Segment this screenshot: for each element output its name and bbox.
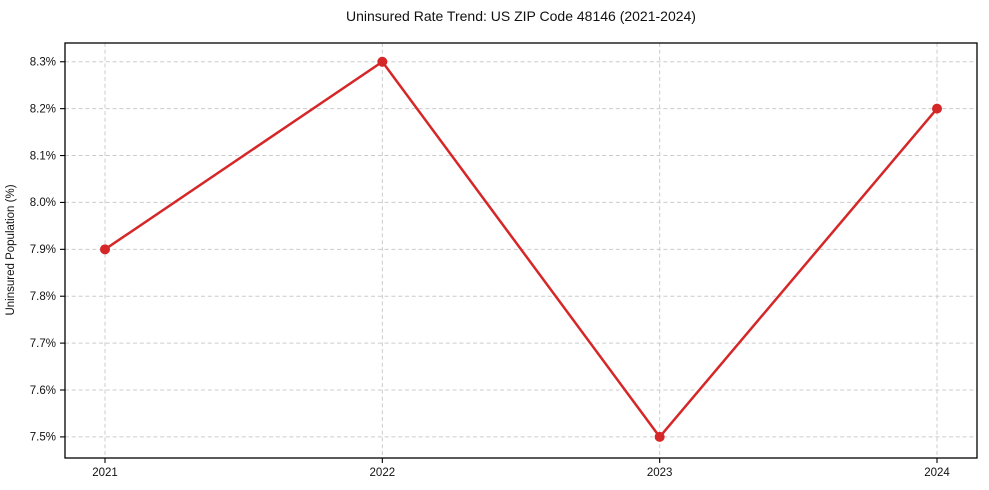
y-tick-label: 7.9% <box>30 244 56 256</box>
data-point <box>377 56 388 67</box>
x-tick-label: 2024 <box>924 467 950 479</box>
y-tick-label: 8.2% <box>30 103 56 115</box>
y-axis-label: Uninsured Population (%) <box>5 184 17 315</box>
trend-line <box>103 60 939 439</box>
x-tick-label: 2023 <box>647 467 673 479</box>
y-tick-label: 8.0% <box>30 197 56 209</box>
data-point <box>932 103 942 114</box>
tick-labels-layer: 7.5% 7.6% 7.7% 7.8% 7.9% 8.0% 8.1% 8.2% 8.3% 2021… <box>30 57 951 479</box>
plot-area <box>64 42 978 459</box>
x-tick-label: 2021 <box>92 467 118 479</box>
y-tick-label: 7.6% <box>30 385 56 397</box>
data-point <box>654 431 665 442</box>
data-point <box>100 244 110 255</box>
y-tick-label: 7.5% <box>30 432 56 444</box>
y-tick-label: 7.8% <box>30 291 56 303</box>
axis-ticks-layer <box>60 61 938 463</box>
x-tick-label: 2022 <box>370 467 396 479</box>
series-layer <box>100 56 942 442</box>
y-tick-label: 8.3% <box>30 57 56 69</box>
y-tick-label: 8.1% <box>30 150 56 162</box>
chart-title: Uninsured Rate Trend: US ZIP Code 48146 … <box>346 8 696 24</box>
y-tick-label: 7.7% <box>30 338 56 350</box>
